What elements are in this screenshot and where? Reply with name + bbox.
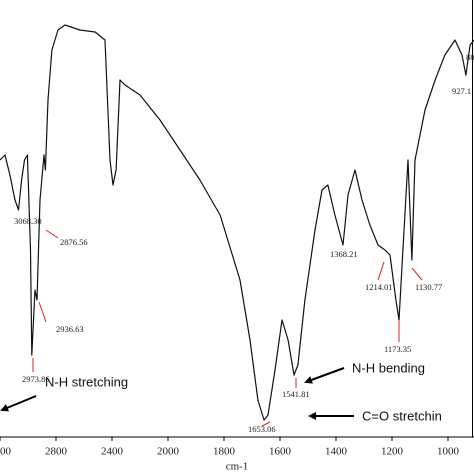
x-tick-label: 2000: [157, 446, 180, 458]
peak-leader: [377, 261, 385, 281]
peak-label: 1541.81: [282, 389, 310, 399]
peak-leader: [261, 421, 271, 427]
x-tick-label: 3200: [0, 446, 12, 458]
peak-label: 1214.01: [365, 282, 393, 292]
arrow: [304, 367, 345, 384]
peak-label: 1130.77: [415, 282, 442, 292]
peak-leader: [45, 229, 59, 239]
peak-label: 3068.30: [14, 216, 42, 226]
peak-leader: [411, 267, 423, 281]
peak-label: 2876.56: [60, 237, 88, 247]
x-tick-label: 1200: [381, 446, 404, 458]
x-tick-label: 1000: [437, 446, 460, 458]
annotation: N-H bending: [352, 360, 425, 375]
arrow: [0, 395, 37, 412]
spectrum-line: [0, 24, 474, 421]
peak-label: 2936.63: [56, 324, 84, 334]
peak-label: 1368.21: [330, 249, 358, 259]
peak-label: 2973.86: [22, 374, 50, 384]
annotation: N-H stretching: [45, 374, 128, 389]
x-tick-label: 1800: [213, 446, 236, 458]
peak-leader: [38, 301, 47, 323]
x-tick-label: 2800: [45, 446, 68, 458]
peak-label: 1653.06: [248, 424, 276, 434]
x-axis-label: cm-1: [226, 461, 249, 473]
x-tick-label: 1600: [269, 446, 292, 458]
x-tick-label: 1400: [325, 446, 348, 458]
peak-label: 1173.35: [384, 344, 411, 354]
annotation: C=O stretchin: [362, 408, 442, 423]
x-tick-label: 2400: [101, 446, 124, 458]
peak-label: 927.1: [452, 86, 471, 96]
peak-label: 88: [466, 52, 474, 62]
